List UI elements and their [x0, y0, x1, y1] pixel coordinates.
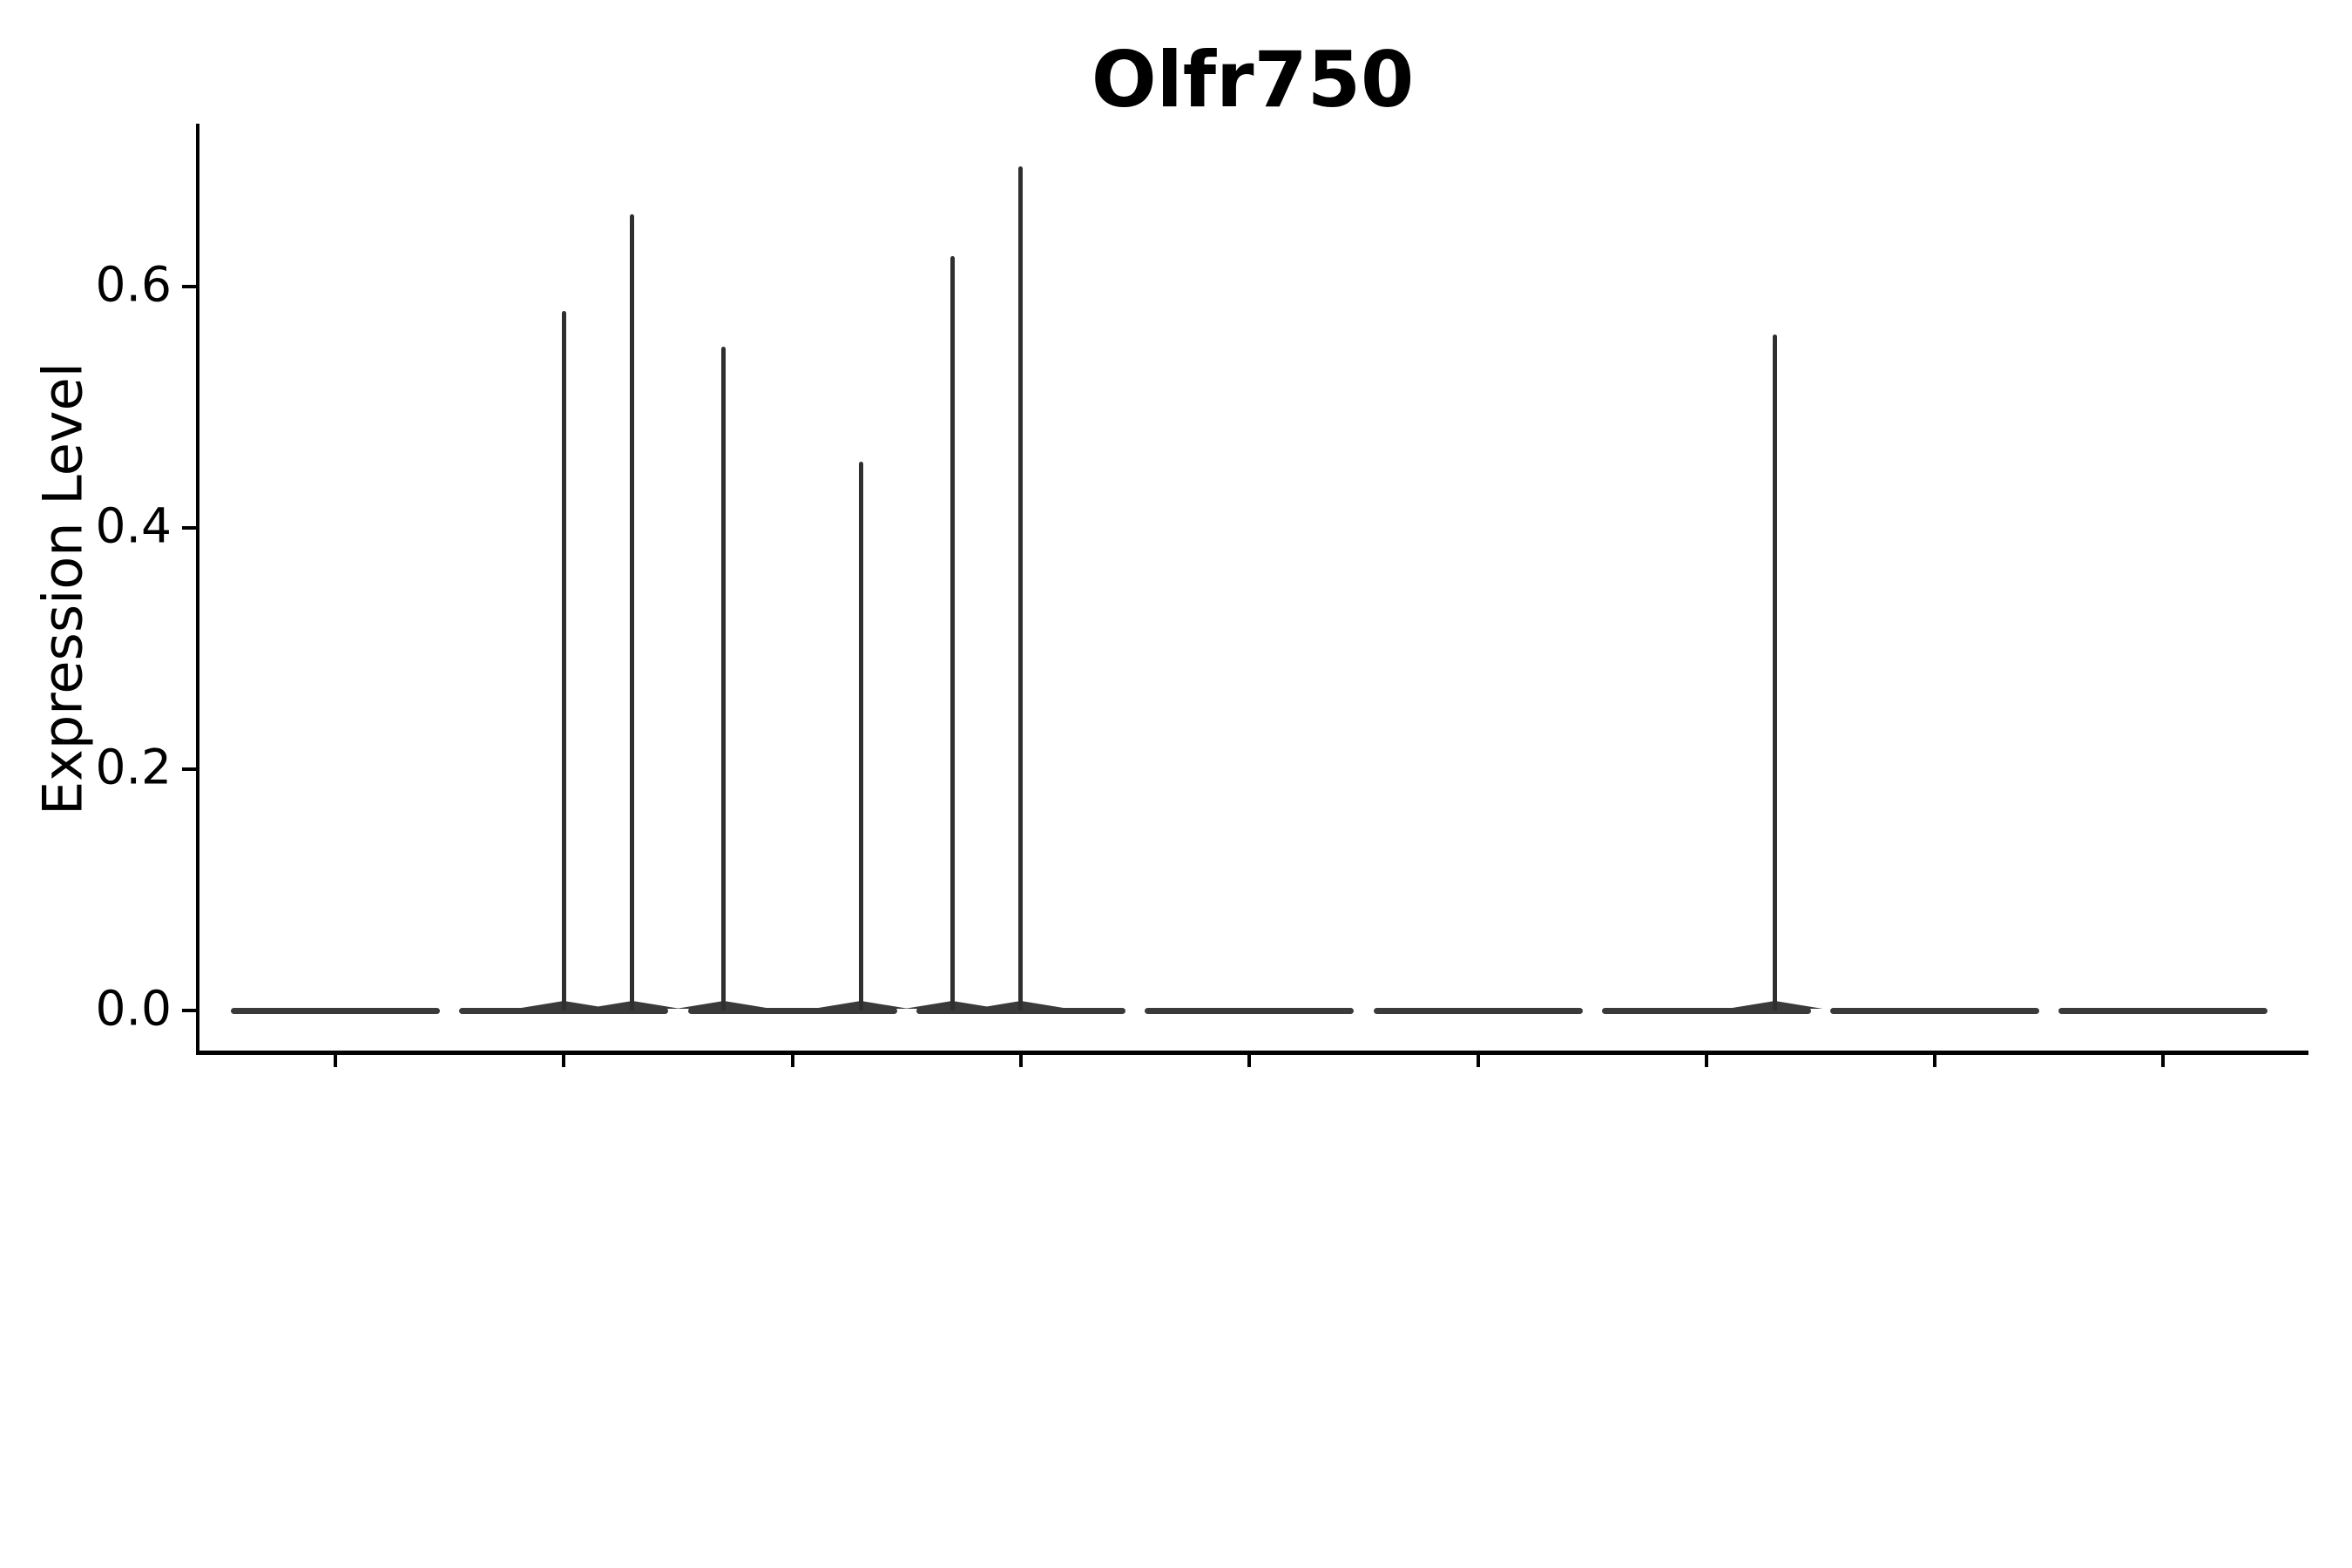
x-tick-mark	[334, 1052, 337, 1067]
x-tick-mark	[1704, 1052, 1708, 1067]
y-tick-mark	[182, 285, 196, 288]
violin	[231, 1008, 440, 1014]
x-tick-mark	[1933, 1052, 1937, 1067]
violin-spike	[950, 256, 955, 1010]
violin	[2058, 1008, 2268, 1014]
y-tick-label: 0.6	[95, 256, 172, 313]
x-tick-mark	[562, 1052, 566, 1067]
violin	[1145, 1008, 1355, 1014]
y-tick-label: 0.0	[95, 980, 172, 1037]
violin-spike	[630, 213, 635, 1010]
x-tick-mark	[2161, 1052, 2166, 1067]
chart-title: Olfr750	[1091, 35, 1415, 125]
violin	[1373, 1008, 1583, 1014]
violin-spike	[1772, 335, 1777, 1010]
y-axis-spine	[196, 124, 199, 1055]
violin-spike	[721, 347, 727, 1010]
y-tick-mark	[182, 526, 196, 530]
y-tick-mark	[182, 767, 196, 771]
violin	[1601, 1008, 1811, 1014]
y-tick-label: 0.2	[95, 739, 172, 795]
violin-spike	[858, 461, 863, 1010]
violin	[1830, 1008, 2040, 1014]
violin-spike	[1018, 166, 1024, 1010]
x-tick-mark	[1247, 1052, 1252, 1067]
x-axis-spine	[196, 1051, 2308, 1055]
violin-spike	[561, 310, 566, 1010]
x-tick-mark	[790, 1052, 794, 1067]
violin	[459, 1008, 669, 1014]
x-tick-mark	[1476, 1052, 1480, 1067]
y-tick-mark	[182, 1009, 196, 1012]
violin	[687, 1008, 897, 1014]
violin	[916, 1008, 1125, 1014]
y-tick-label: 0.4	[95, 497, 172, 554]
x-tick-mark	[1018, 1052, 1023, 1067]
